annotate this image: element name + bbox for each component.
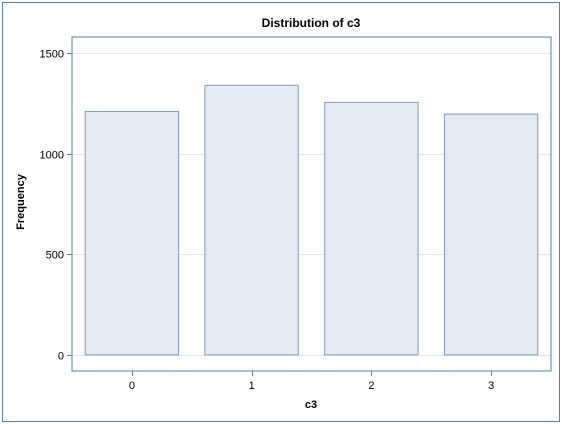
x-axis-label: c3 xyxy=(305,399,317,411)
bar-2 xyxy=(324,101,419,356)
y-tick-label: 1000 xyxy=(40,150,64,162)
x-axis-ticks: 0 1 2 3 xyxy=(129,371,494,392)
bar-0 xyxy=(84,110,180,356)
bar-3 xyxy=(443,113,539,356)
x-tick-label: 3 xyxy=(488,380,494,392)
bars xyxy=(84,84,539,356)
chart-title: Distribution of c3 xyxy=(262,16,361,30)
x-tick-label: 0 xyxy=(129,380,135,392)
plot-border xyxy=(71,36,552,372)
y-tick-label: 1500 xyxy=(40,49,64,61)
x-tick-label: 1 xyxy=(249,380,255,392)
plot-area xyxy=(71,36,552,372)
bar-1 xyxy=(204,84,299,356)
y-tick-label: 0 xyxy=(58,351,64,363)
y-axis-label: Frequency xyxy=(15,173,27,230)
x-tick-label: 2 xyxy=(368,380,374,392)
y-tick-label: 500 xyxy=(46,250,64,262)
y-axis-ticks: 0 500 1000 1500 xyxy=(40,49,72,363)
